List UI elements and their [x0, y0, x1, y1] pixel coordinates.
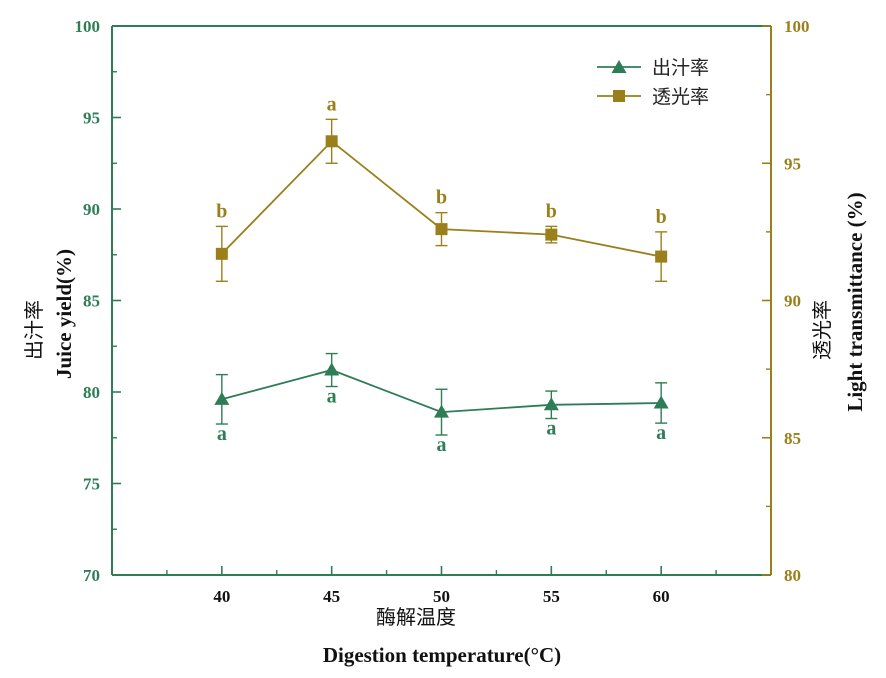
light-transmittance-point — [325, 135, 338, 148]
y-right-tick-label: 100 — [784, 17, 810, 36]
y-left-tick-label: 95 — [83, 109, 100, 128]
x-axis-label-cn: 酶解温度 — [376, 605, 456, 629]
x-tick-label: 45 — [323, 587, 340, 606]
y-left-tick-label: 80 — [83, 383, 100, 402]
x-axis-ticks: 40 45 50 55 60 — [166, 566, 717, 606]
juice-yield-point — [653, 395, 669, 409]
juice-yield-significance-letter: a — [656, 422, 666, 444]
legend-marker-light-transmittance — [613, 90, 625, 102]
light-transmittance-significance-letter: b — [546, 200, 557, 222]
y-right-tick-label: 80 — [784, 566, 801, 585]
juice-yield-point — [543, 397, 559, 411]
juice-yield-significance-letter: a — [546, 418, 556, 440]
light-transmittance-point — [545, 228, 558, 241]
series-layer: a a a a a b a b b b — [214, 93, 669, 456]
y-axis-left-label-en: Juice yield(%) — [52, 249, 76, 379]
light-transmittance-point — [655, 250, 668, 263]
y-right-tick-label: 95 — [784, 154, 801, 173]
legend-label-juice-yield: 出汁率 — [652, 57, 709, 79]
juice-yield-point — [214, 391, 230, 405]
legend-marker-juice-yield — [611, 60, 627, 73]
legend-label-light-transmittance: 透光率 — [652, 86, 709, 108]
y-left-tick-label: 70 — [83, 566, 100, 585]
light-transmittance-significance-letter: b — [216, 200, 227, 222]
light-transmittance-significance-letter: a — [327, 93, 337, 115]
y-left-tick-label: 100 — [75, 17, 101, 36]
legend: 出汁率 透光率 — [597, 57, 709, 108]
y-left-tick-label: 75 — [83, 475, 100, 494]
juice-yield-significance-letter: a — [217, 423, 227, 445]
right-axis-ticks: 80 85 90 95 100 — [762, 17, 810, 585]
y-right-tick-label: 90 — [784, 292, 801, 311]
light-transmittance-significance-letter: b — [656, 206, 667, 228]
x-tick-label: 40 — [213, 587, 230, 606]
x-tick-label: 50 — [433, 587, 450, 606]
y-axis-right-label-en: Light transmittance (%) — [843, 192, 867, 411]
juice-yield-significance-letter: a — [437, 434, 447, 456]
y-axis-right-label-cn: 透光率 — [810, 300, 834, 360]
left-axis-ticks: 70 75 80 85 90 95 100 — [75, 17, 121, 585]
light-transmittance-significance-letter: b — [436, 187, 447, 209]
x-tick-label: 55 — [543, 587, 560, 606]
juice-yield-point — [434, 404, 449, 418]
juice-yield-point — [324, 362, 340, 376]
y-right-tick-label: 85 — [784, 429, 801, 448]
y-left-tick-label: 90 — [83, 200, 100, 219]
light-transmittance-point — [215, 247, 228, 260]
y-axis-left-label-cn: 出汁率 — [22, 300, 46, 360]
juice-yield-significance-letter: a — [327, 386, 337, 408]
x-axis-label-en: Digestion temperature(°C) — [323, 643, 561, 667]
y-left-tick-label: 85 — [83, 292, 100, 311]
light-transmittance-point — [435, 223, 448, 236]
x-tick-label: 60 — [653, 587, 670, 606]
